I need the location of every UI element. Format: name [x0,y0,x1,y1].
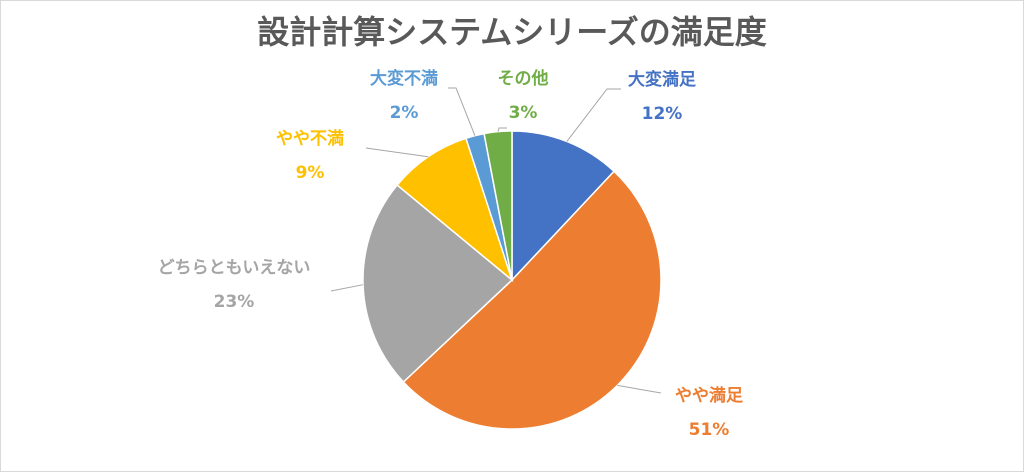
slice-label-name-2: どちらともいえない [158,258,311,278]
leader-line-5 [497,127,507,132]
slice-label-value-4: 2% [390,103,419,123]
leader-line-1 [617,384,662,394]
leader-line-2 [330,284,364,292]
slice-label-value-3: 9% [296,163,325,183]
slice-label-value-1: 51% [689,420,730,440]
leader-line-4 [448,87,476,136]
leader-lines [330,87,662,394]
slice-label-name-1: やや満足 [675,385,743,406]
leader-line-0 [566,88,621,142]
pie-slice-2 [362,183,514,384]
slice-label-value-0: 12% [642,104,683,124]
slice-label-name-4: 大変不満 [370,68,438,89]
slice-label-name-3: やや不満 [276,128,344,149]
slice-label-name-5: その他 [498,68,549,89]
pie-slices [362,130,662,430]
pie-slice-3 [396,137,514,283]
pie-slice-1 [402,170,662,430]
chart-title: 設計計算システムシリーズの満足度 [257,13,766,51]
leader-line-3 [365,147,429,158]
slice-label-value-5: 3% [509,103,538,123]
pie-slice-0 [511,130,616,282]
slice-label-name-0: 大変満足 [628,69,696,90]
slice-label-value-2: 23% [214,292,255,312]
slice-labels: 大変満足 12% やや満足 51% どちらともいえない 23% やや不満 9% 大変不満 2% その… [158,68,743,440]
